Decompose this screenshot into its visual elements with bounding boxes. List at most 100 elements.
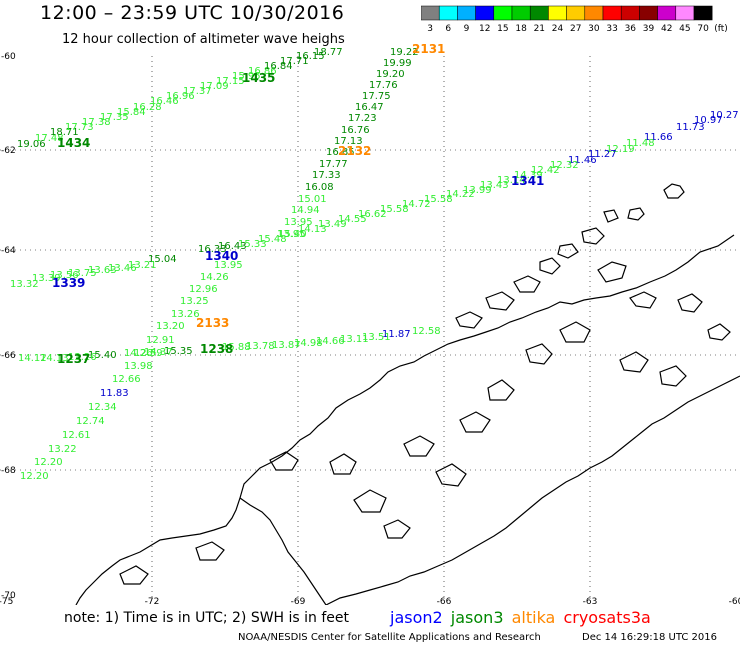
colorbar-tick: 15 — [497, 24, 508, 34]
wave-height-value: 13.78 — [246, 341, 275, 352]
track-time-label: 1237 — [57, 352, 90, 366]
wave-height-value: 12.96 — [189, 284, 218, 295]
wave-height-value: 17.75 — [362, 91, 391, 102]
track-time-label: 2131 — [412, 42, 445, 56]
legend-jason2: jason2 — [390, 608, 443, 627]
wave-height-value: 13.99 — [463, 185, 492, 196]
wave-height-value: 10.97 — [694, 115, 723, 126]
wave-height-value: 14.13 — [298, 224, 327, 235]
lat-label: -68 — [1, 466, 16, 476]
wave-height-value: 11.46 — [568, 155, 597, 166]
wave-height-value: 15.35 — [164, 346, 193, 357]
legend-altika: altika — [511, 608, 556, 627]
wave-height-value: 11.66 — [644, 132, 673, 143]
colorbar-tick: 39 — [643, 24, 655, 34]
wave-height-value: 12.20 — [34, 457, 63, 468]
altimeter-tracks: 19.0617.4818.7117.7317.3817.3515.8416.28… — [10, 42, 739, 482]
colorbar-tick: 9 — [464, 24, 470, 34]
map-title: 12:00 – 23:59 UTC 10/30/2016 — [40, 2, 345, 24]
wave-height-value: 14.22 — [446, 189, 475, 200]
legend-cryosat: cryosat — [563, 608, 623, 627]
wave-height-value: 13.14 — [497, 175, 526, 186]
lon-label: -60 — [729, 597, 740, 605]
colorbar-tick: 18 — [515, 24, 527, 34]
wave-height-value: 14.26 — [124, 348, 153, 359]
wave-height-value: 16.15 — [296, 51, 325, 62]
wave-height-value: 15.40 — [88, 350, 117, 361]
wave-height-colorbar: 3 6 9 12 15 18 21 24 27 30 33 36 39 42 45 70 (ft) — [421, 5, 728, 34]
track-time-label: 1238 — [200, 342, 233, 356]
colorbar-tick: 27 — [570, 24, 581, 34]
map-subtitle: 12 hour collection of altimeter wave hei… — [62, 32, 345, 47]
wave-height-value: 13.39 — [32, 273, 61, 284]
wave-height-value: 13.26 — [68, 352, 97, 363]
wave-height-value: 13.46 — [108, 263, 137, 274]
colorbar-tick: 12 — [479, 24, 490, 34]
wave-height-value: 13.98 — [124, 361, 153, 372]
wave-height-value: 13.87 — [272, 340, 301, 351]
wave-height-value: 13.26 — [171, 309, 200, 320]
wave-height-value: 16.47 — [355, 102, 384, 113]
legend-jason3: jason3 — [450, 608, 504, 627]
wave-height-value: 13.43 — [480, 180, 509, 191]
wave-height-value: 19.22 — [390, 47, 419, 58]
wave-height-value: 11.73 — [676, 122, 705, 133]
lat-label: -60 — [1, 52, 16, 62]
lat-label: -70 — [1, 591, 16, 601]
colorbar-swatch — [693, 5, 713, 21]
lon-label: -75 — [0, 597, 13, 605]
wave-height-value: 13.49 — [318, 219, 347, 230]
wave-height-value: 12.91 — [146, 335, 175, 346]
lon-label: -69 — [291, 597, 306, 605]
wave-height-value: 13.25 — [180, 296, 209, 307]
wave-height-value: 16.76 — [341, 125, 370, 136]
wave-height-value: 16.28 — [133, 102, 162, 113]
colorbar-tick: 36 — [625, 24, 637, 34]
wave-height-value: 16.86 — [248, 66, 277, 77]
wave-height-value: 16.46 — [150, 96, 179, 107]
wave-height-value: 16.08 — [305, 182, 334, 193]
wave-height-value: 15.84 — [117, 107, 146, 118]
wave-height-value: 17.38 — [82, 117, 111, 128]
wave-height-value: 16.96 — [166, 91, 195, 102]
wave-height-value: 14.39 — [514, 170, 543, 181]
wave-height-value: 17.15 — [216, 76, 245, 87]
wave-height-value: 10.27 — [710, 110, 739, 121]
colorbar-tick: 70 — [697, 24, 709, 34]
wave-height-value: 13.51 — [362, 332, 391, 343]
track-time-label: 2133 — [196, 316, 229, 330]
lat-label: -66 — [1, 351, 16, 361]
colorbar-tick: 33 — [606, 24, 617, 34]
wave-height-value: 15.48 — [258, 234, 287, 245]
lon-label: -63 — [583, 597, 598, 605]
wave-height-value: 17.33 — [312, 170, 341, 181]
wave-height-value: 15.40 — [278, 229, 307, 240]
lat-label: -64 — [1, 246, 16, 256]
lon-label: -66 — [437, 597, 452, 605]
wave-height-value: 13.20 — [156, 321, 185, 332]
track-time-label: 1341 — [511, 174, 544, 188]
wave-height-value: 14.13 — [40, 353, 69, 364]
footer-note: note: 1) Time is in UTC; 2) SWH is in fe… — [64, 610, 350, 626]
track-time-label: 2132 — [338, 144, 371, 158]
wave-height-value: 12.61 — [62, 430, 91, 441]
wave-height-value: 14.72 — [402, 199, 431, 210]
colorbar-unit: (ft) — [714, 24, 728, 34]
wave-height-value: 17.76 — [369, 80, 398, 91]
wave-height-value: 17.71 — [280, 56, 309, 67]
legend-s3a: s3a — [622, 608, 651, 627]
lat-label: -62 — [1, 146, 16, 156]
wave-height-value: 17.23 — [348, 113, 377, 124]
wave-height-value: 12.42 — [531, 165, 560, 176]
wave-height-value: 17.73 — [65, 122, 94, 133]
wave-height-value: 16.84 — [264, 61, 293, 72]
wave-height-value: 12.58 — [412, 326, 441, 337]
lon-label: -72 — [145, 597, 160, 605]
wave-height-value: 17.48 — [35, 133, 64, 144]
wave-height-value: 12.19 — [606, 144, 635, 155]
wave-height-value: 15.58 — [424, 194, 453, 205]
wave-height-value: 11.87 — [382, 329, 411, 340]
wave-height-value: 13.95 — [284, 217, 313, 228]
track-time-label: 1340 — [205, 249, 238, 263]
wave-height-value: 15.88 — [222, 342, 251, 353]
